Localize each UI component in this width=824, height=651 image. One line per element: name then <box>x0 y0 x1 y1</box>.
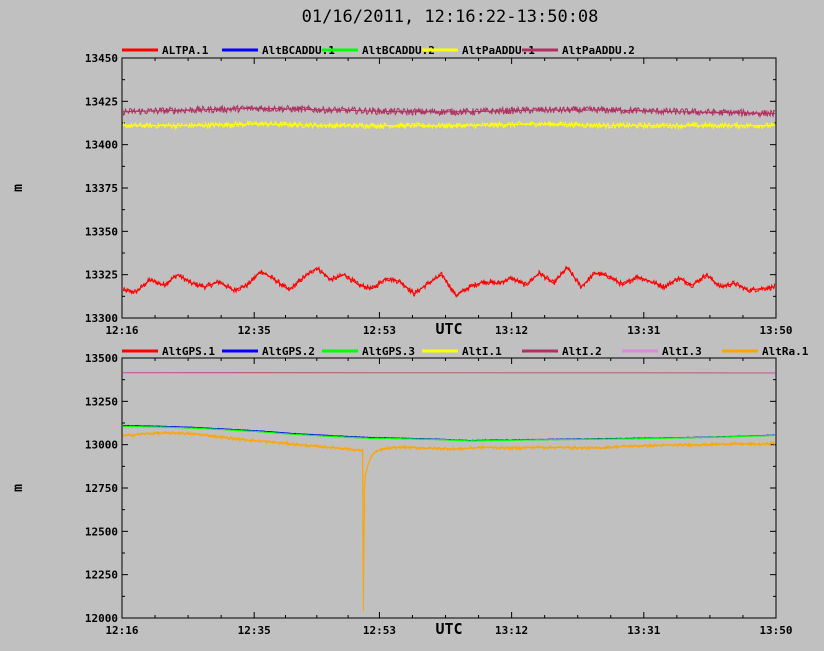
x-tick-label: 12:35 <box>238 624 271 637</box>
legend-label: AltGPS.3 <box>362 345 415 358</box>
y-tick-label: 13375 <box>85 182 118 195</box>
series-line-AltRa.1 <box>123 430 775 574</box>
x-tick-label: 12:16 <box>105 624 138 637</box>
series-line-knots-ALTPA.1 <box>123 266 775 297</box>
y-axis-label: m <box>11 484 26 492</box>
y-axis-label: m <box>11 184 26 192</box>
y-tick-label: 13400 <box>85 139 118 152</box>
legend-label: AltGPS.2 <box>262 345 315 358</box>
series-line-AltGPS.3 <box>123 425 775 442</box>
y-tick-label: 12500 <box>85 525 118 538</box>
x-axis-label: UTC <box>435 620 462 638</box>
series-line-AltPaADDU.2 <box>123 104 775 119</box>
x-axis-label: UTC <box>435 320 462 338</box>
legend-label: AltI.1 <box>462 345 502 358</box>
y-tick-label: 13250 <box>85 395 118 408</box>
x-tick-label: 12:53 <box>363 324 396 337</box>
x-tick-label: 13:31 <box>627 624 660 637</box>
y-tick-label: 13325 <box>85 269 118 282</box>
y-tick-label: 13350 <box>85 225 118 238</box>
x-tick-label: 12:35 <box>238 324 271 337</box>
x-tick-label: 12:16 <box>105 324 138 337</box>
chart-title: 01/16/2011, 12:16:22-13:50:08 <box>302 7 599 27</box>
x-tick-label: 13:12 <box>495 324 528 337</box>
series-line-AltPaADDU.1 <box>123 119 775 131</box>
x-tick-label: 13:50 <box>759 624 792 637</box>
legend-label: AltI.3 <box>662 345 702 358</box>
plot-area <box>123 104 775 298</box>
y-tick-label: 12250 <box>85 569 118 582</box>
legend-label: ALTPA.1 <box>162 44 209 57</box>
plot-frame <box>121 357 777 619</box>
x-tick-label: 13:12 <box>495 624 528 637</box>
legend-label: AltPaADDU.1 <box>462 44 535 57</box>
legend-label: AltGPS.1 <box>162 345 215 358</box>
series-line-ALTPA.1 <box>123 265 775 298</box>
legend-label: AltI.2 <box>562 345 602 358</box>
legend-label: AltBCADDU.2 <box>362 44 435 57</box>
chart-panel-bottom: 12000 12250 12500 12750 13000 13250 13500 12:16… <box>11 345 809 638</box>
legend-label: AltBCADDU.1 <box>262 44 335 57</box>
y-tick-label: 13450 <box>85 52 118 65</box>
y-tick-label: 12000 <box>85 612 118 625</box>
plot-area <box>123 372 775 612</box>
legend-label: AltPaADDU.2 <box>562 44 635 57</box>
series-line-knots-AltRa.1 <box>123 432 775 612</box>
legend-label: AltRa.1 <box>762 345 809 358</box>
y-tick-label: 13425 <box>85 95 118 108</box>
x-tick-label: 13:31 <box>627 324 660 337</box>
y-tick-label: 13000 <box>85 439 118 452</box>
x-tick-label: 12:53 <box>363 624 396 637</box>
chart-panel-top: 13300 13325 13350 13375 13400 13425 13450 12:16… <box>11 44 793 338</box>
y-tick-label: 13500 <box>85 352 118 365</box>
x-tick-label: 13:50 <box>759 324 792 337</box>
y-tick-label: 12750 <box>85 482 118 495</box>
y-tick-label: 13300 <box>85 312 118 325</box>
